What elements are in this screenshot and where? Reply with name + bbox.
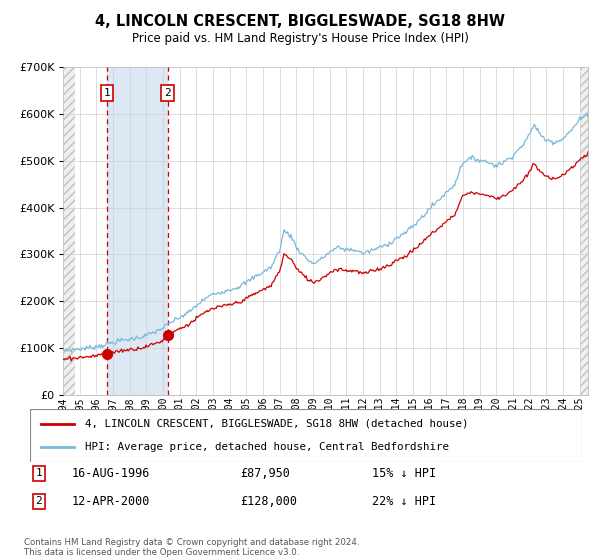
FancyBboxPatch shape: [30, 409, 582, 462]
Text: Contains HM Land Registry data © Crown copyright and database right 2024.
This d: Contains HM Land Registry data © Crown c…: [24, 538, 359, 557]
Bar: [580, 67, 588, 395]
Bar: [107, 67, 167, 395]
Text: 2: 2: [35, 496, 43, 506]
Text: £128,000: £128,000: [240, 494, 297, 508]
Text: 1: 1: [103, 88, 110, 98]
Text: 4, LINCOLN CRESCENT, BIGGLESWADE, SG18 8HW (detached house): 4, LINCOLN CRESCENT, BIGGLESWADE, SG18 8…: [85, 419, 469, 429]
Bar: [63, 67, 74, 395]
Text: HPI: Average price, detached house, Central Bedfordshire: HPI: Average price, detached house, Cent…: [85, 442, 449, 452]
Text: 22% ↓ HPI: 22% ↓ HPI: [372, 494, 436, 508]
Text: 12-APR-2000: 12-APR-2000: [72, 494, 151, 508]
Text: 16-AUG-1996: 16-AUG-1996: [72, 466, 151, 480]
Text: £87,950: £87,950: [240, 466, 290, 480]
Text: 2: 2: [164, 88, 171, 98]
Text: 4, LINCOLN CRESCENT, BIGGLESWADE, SG18 8HW: 4, LINCOLN CRESCENT, BIGGLESWADE, SG18 8…: [95, 14, 505, 29]
Text: 15% ↓ HPI: 15% ↓ HPI: [372, 466, 436, 480]
Text: 1: 1: [35, 468, 43, 478]
Text: Price paid vs. HM Land Registry's House Price Index (HPI): Price paid vs. HM Land Registry's House …: [131, 32, 469, 45]
